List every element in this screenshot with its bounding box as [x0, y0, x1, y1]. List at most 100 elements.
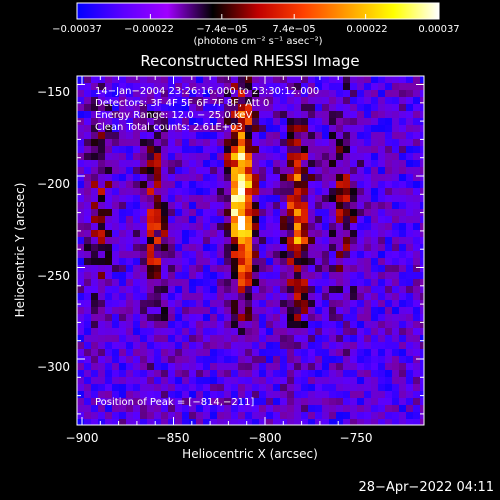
heatmap-cell	[154, 286, 162, 294]
heatmap-cell	[266, 286, 274, 294]
heatmap-cell	[238, 181, 246, 189]
heatmap-cell	[84, 174, 92, 182]
heatmap-cell	[196, 363, 204, 371]
heatmap-cell	[322, 286, 330, 294]
heatmap-cell	[147, 398, 155, 406]
heatmap-cell	[112, 111, 120, 119]
heatmap-cell	[126, 167, 134, 175]
heatmap-cell	[301, 111, 309, 119]
heatmap-cell	[224, 363, 232, 371]
heatmap-cell	[217, 125, 225, 133]
heatmap-cell	[119, 237, 127, 245]
heatmap-cell	[287, 328, 295, 336]
heatmap-cell	[133, 370, 141, 378]
heatmap-cell	[350, 314, 358, 322]
heatmap-cell	[217, 412, 225, 420]
heatmap-cell	[266, 300, 274, 308]
heatmap-cell	[112, 118, 120, 126]
heatmap-cell	[273, 209, 281, 217]
heatmap-cell	[175, 419, 183, 425]
heatmap-cell	[175, 398, 183, 406]
heatmap-cell	[392, 419, 400, 425]
heatmap-cell	[161, 377, 169, 385]
heatmap-cell	[105, 370, 113, 378]
heatmap-cell	[105, 384, 113, 392]
heatmap-cell	[182, 342, 190, 350]
heatmap-cell	[420, 363, 424, 371]
heatmap-cell	[315, 160, 323, 168]
heatmap-cell	[105, 251, 113, 259]
heatmap-cell	[140, 139, 148, 147]
heatmap-cell	[119, 293, 127, 301]
heatmap-cell	[287, 342, 295, 350]
heatmap-cell	[210, 125, 218, 133]
heatmap-cell	[406, 167, 414, 175]
heatmap-cell	[378, 391, 386, 399]
heatmap-cell	[301, 307, 309, 315]
heatmap-cell	[147, 391, 155, 399]
heatmap-cell	[140, 153, 148, 161]
heatmap-cell	[357, 391, 365, 399]
heatmap-cell	[301, 279, 309, 287]
heatmap-cell	[322, 272, 330, 280]
heatmap-cell	[287, 223, 295, 231]
heatmap-cell	[315, 111, 323, 119]
heatmap-cell	[112, 377, 120, 385]
heatmap-cell	[77, 391, 85, 399]
heatmap-cell	[203, 230, 211, 238]
heatmap-cell	[385, 181, 393, 189]
heatmap-cell	[287, 349, 295, 357]
heatmap-cell	[182, 237, 190, 245]
heatmap-cell	[266, 139, 274, 147]
heatmap-cell	[224, 181, 232, 189]
heatmap-cell	[343, 384, 351, 392]
heatmap-cell	[364, 321, 372, 329]
heatmap-cell	[203, 272, 211, 280]
heatmap-cell	[308, 363, 316, 371]
heatmap-cell	[420, 237, 424, 245]
heatmap-cell	[154, 370, 162, 378]
heatmap-cell	[273, 223, 281, 231]
heatmap-cell	[371, 146, 379, 154]
heatmap-cell	[182, 132, 190, 140]
heatmap-cell	[245, 111, 253, 119]
heatmap-cell	[343, 370, 351, 378]
heatmap-cell	[329, 209, 337, 217]
heatmap-cell	[294, 97, 302, 105]
heatmap-cell	[196, 314, 204, 322]
heatmap-cell	[364, 160, 372, 168]
heatmap-cell	[140, 328, 148, 336]
heatmap-cell	[308, 300, 316, 308]
heatmap-cell	[399, 363, 407, 371]
heatmap-cell	[189, 209, 197, 217]
heatmap-cell	[84, 97, 92, 105]
heatmap-cell	[210, 398, 218, 406]
heatmap-cell	[385, 412, 393, 420]
heatmap-cell	[301, 251, 309, 259]
heatmap-cell	[238, 76, 246, 84]
heatmap-cell	[294, 349, 302, 357]
heatmap-cell	[252, 419, 260, 425]
heatmap-cell	[161, 293, 169, 301]
heatmap-cell	[119, 118, 127, 126]
heatmap-cell	[238, 265, 246, 273]
heatmap-cell	[98, 398, 106, 406]
heatmap-cell	[378, 286, 386, 294]
heatmap-cell	[217, 230, 225, 238]
heatmap-cell	[147, 216, 155, 224]
heatmap-cell	[301, 405, 309, 413]
heatmap-cell	[322, 398, 330, 406]
heatmap-cell	[105, 377, 113, 385]
heatmap-cell	[385, 335, 393, 343]
heatmap-cell	[189, 160, 197, 168]
heatmap-cell	[392, 132, 400, 140]
heatmap-cell	[329, 153, 337, 161]
heatmap-cell	[126, 174, 134, 182]
heatmap-cell	[413, 90, 421, 98]
heatmap-cell	[413, 118, 421, 126]
heatmap-cell	[245, 146, 253, 154]
heatmap-cell	[140, 195, 148, 203]
heatmap-cell	[392, 209, 400, 217]
heatmap-cell	[294, 314, 302, 322]
heatmap-cell	[210, 363, 218, 371]
